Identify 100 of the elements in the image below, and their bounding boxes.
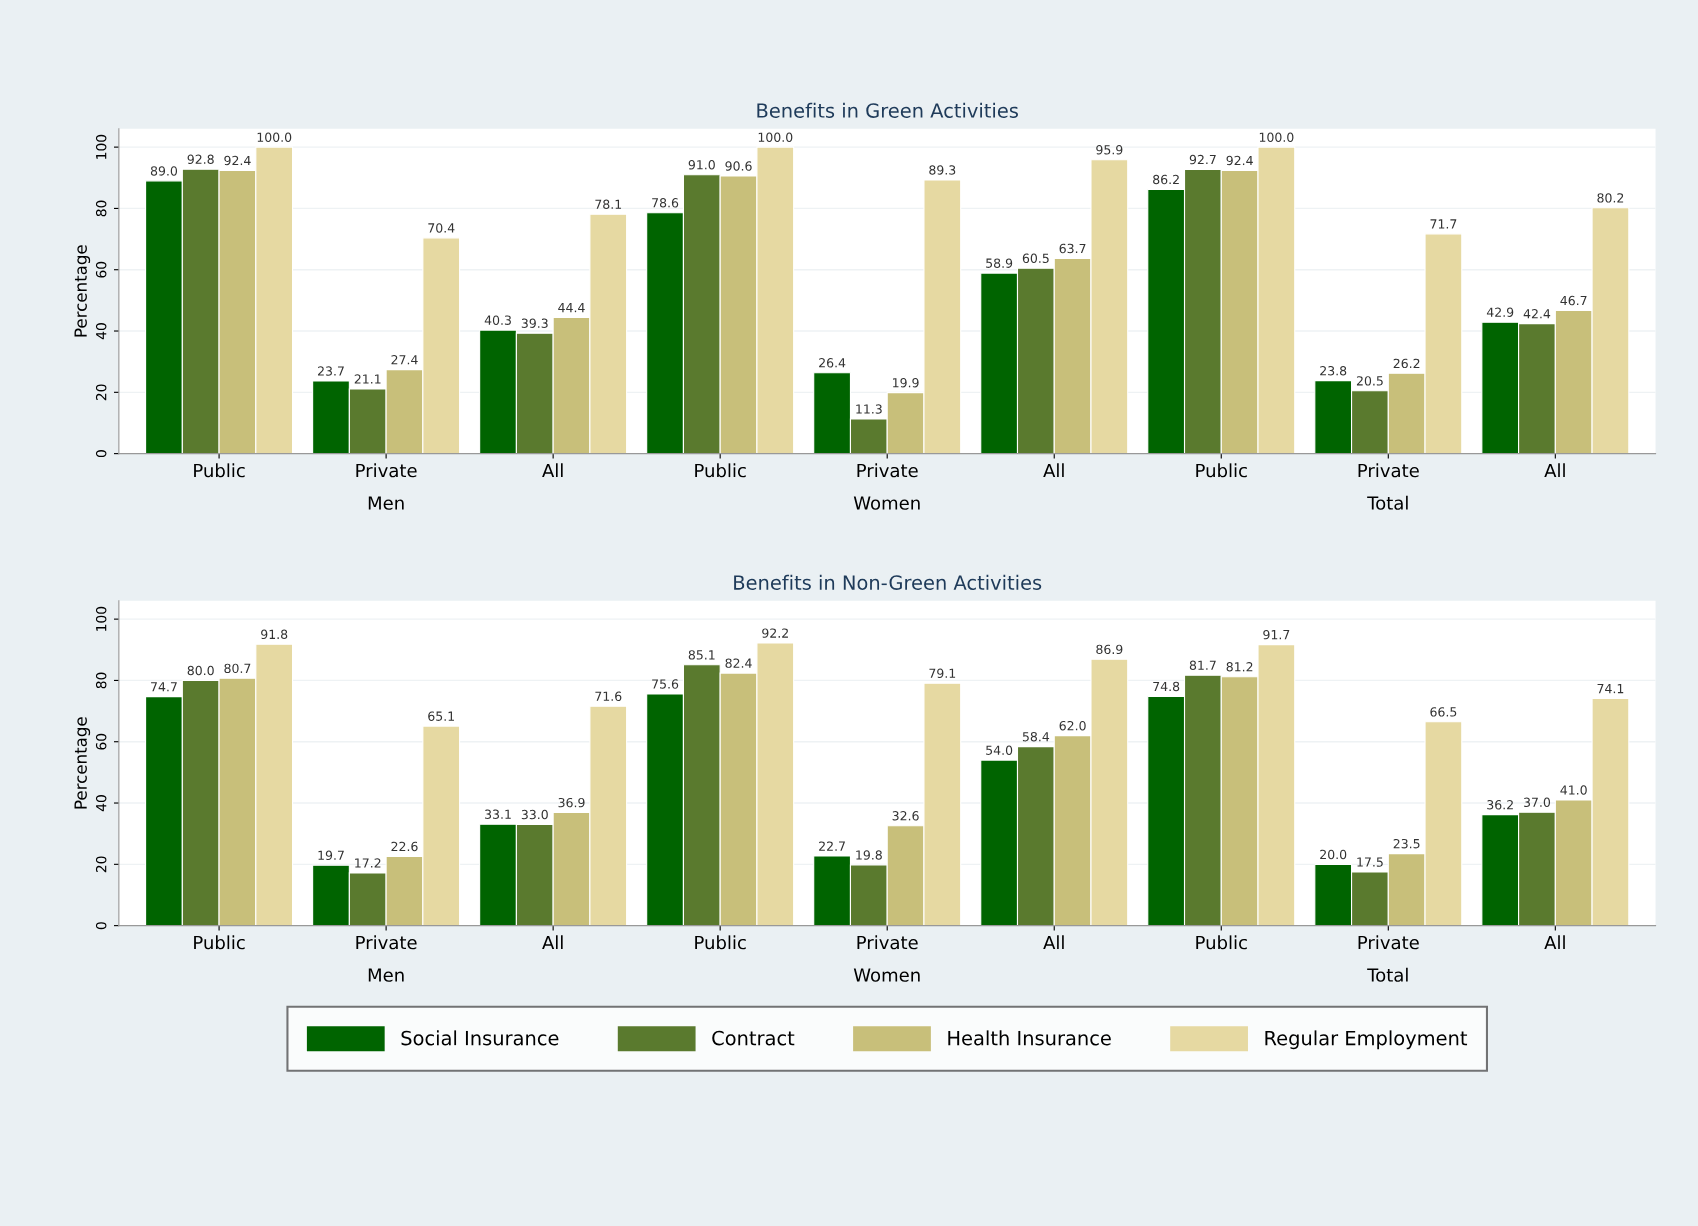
text: Total [1367, 495, 1408, 510]
data-label: 27.4 [391, 354, 418, 365]
data-label: 81.7 [1189, 660, 1216, 671]
data-label: 60.5 [1022, 253, 1049, 263]
x-tick-label: Private [356, 463, 417, 478]
x-tick-label: All [1544, 463, 1565, 478]
data-label: 92.8 [187, 154, 214, 164]
data-label: 66.5 [1430, 707, 1457, 717]
data-label: 78.6 [652, 198, 679, 208]
data-label: 65.1 [428, 711, 454, 721]
data-label: 92.7 [1189, 154, 1216, 165]
x-tick-label: Private [857, 463, 918, 478]
data-label: 91.0 [688, 160, 715, 170]
data-label: 71.6 [595, 691, 622, 701]
text: Men [368, 496, 404, 510]
y-tick-label: 100 [95, 606, 107, 631]
data-label: 22.6 [391, 841, 418, 852]
data-label: 82.4 [725, 658, 752, 668]
data-label: 79.1 [929, 668, 956, 678]
text: Men [368, 968, 404, 982]
data-label: 17.5 [1357, 857, 1383, 867]
x-tick-label: Public [1196, 935, 1247, 950]
data-label: 90.6 [725, 161, 752, 171]
data-label: 92.4 [224, 155, 251, 166]
y-tick-label: 60 [95, 261, 107, 278]
data-label: 92.2 [762, 628, 788, 638]
data-label: 86.9 [1096, 644, 1123, 655]
x-tick-label: Private [857, 935, 918, 950]
x-tick-label: Public [194, 935, 245, 950]
data-label: 81.2 [1226, 662, 1253, 672]
data-label: 17.2 [355, 858, 381, 868]
data-label: 80.2 [1597, 193, 1624, 203]
x-tick-label: Private [1358, 935, 1419, 950]
data-label: 44.4 [558, 303, 585, 313]
data-label: 40.3 [484, 315, 511, 325]
data-label: 33.0 [521, 809, 548, 820]
y-tick-label: 0 [95, 450, 107, 458]
data-label: 92.4 [1226, 155, 1253, 166]
data-label: 42.4 [1523, 309, 1551, 319]
data-label: 23.5 [1393, 838, 1420, 849]
data-label: 37.0 [1523, 797, 1551, 808]
data-label: 89.0 [150, 166, 178, 176]
data-label: 19.7 [318, 850, 344, 861]
data-label: 70.4 [428, 223, 455, 233]
data-label: 100.0 [257, 132, 292, 142]
data-label: 33.1 [485, 809, 511, 819]
data-label: 32.6 [892, 811, 919, 821]
data-label: 21.1 [354, 374, 381, 384]
x-tick-label: Public [695, 935, 746, 950]
legend-label: Social Insurance [401, 1030, 559, 1046]
data-label: 86.2 [1153, 174, 1179, 185]
data-label: 58.4 [1022, 731, 1050, 742]
data-label: 23.7 [317, 366, 344, 376]
data-label: 36.9 [558, 797, 585, 808]
y-tick-label: 40 [95, 795, 107, 812]
data-label: 74.8 [1153, 681, 1180, 692]
data-label: 71.7 [1430, 219, 1457, 229]
y-tick-label: 20 [95, 856, 107, 873]
x-tick-label: Public [695, 463, 746, 478]
y-tick-label: 0 [95, 922, 107, 930]
y-tick-label: 100 [95, 134, 107, 159]
x-tick-label: All [542, 935, 563, 950]
x-tick-label: Public [194, 463, 245, 478]
data-label: 62.0 [1059, 720, 1086, 731]
x-tick-label: Public [1196, 463, 1247, 478]
x-tick-label: Private [356, 935, 417, 950]
data-label: 80.0 [187, 665, 214, 676]
x-tick-label: All [542, 463, 563, 478]
data-label: 58.9 [986, 258, 1013, 268]
data-label: 46.7 [1560, 295, 1587, 306]
data-label: 26.2 [1393, 358, 1420, 369]
legend-label: Contract [712, 1030, 795, 1046]
data-label: 91.7 [1263, 629, 1290, 640]
data-label: 26.4 [819, 358, 846, 368]
data-label: 11.3 [856, 404, 882, 414]
data-label: 80.7 [224, 663, 251, 674]
data-label: 19.8 [856, 850, 882, 860]
y-tick-label: 80 [95, 200, 107, 217]
data-label: 42.9 [1486, 307, 1514, 317]
data-label: 78.1 [595, 199, 622, 210]
y-axis-title: Percentage [74, 717, 91, 809]
data-label: 74.1 [1597, 684, 1624, 694]
x-tick-label: Private [1358, 463, 1419, 478]
data-label: 20.0 [1320, 849, 1347, 860]
text: Women [853, 968, 920, 982]
data-label: 89.3 [929, 165, 956, 175]
data-label: 95.9 [1096, 145, 1123, 155]
legend-label: Regular Employment [1265, 1030, 1468, 1050]
data-label: 19.9 [893, 377, 919, 388]
y-tick-label: 20 [95, 384, 107, 401]
y-tick-label: 60 [95, 733, 107, 750]
data-label: 36.2 [1487, 800, 1513, 810]
data-label: 100.0 [758, 132, 793, 142]
data-label: 91.8 [261, 629, 288, 640]
data-label: 23.8 [1320, 366, 1347, 376]
data-label: 22.7 [819, 841, 845, 851]
y-axis-title: Percentage [74, 245, 91, 337]
legend-label: Health Insurance [948, 1030, 1111, 1046]
data-label: 75.6 [652, 679, 679, 689]
data-label: 85.1 [688, 650, 715, 660]
